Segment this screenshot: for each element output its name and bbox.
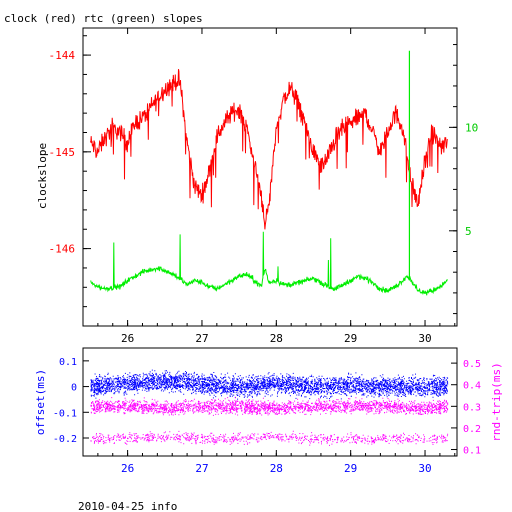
- top-panel: 26 27 28 29 30 -144 -145 -146 5 10 clockslope: [36, 27, 478, 345]
- top-plot-frame: [82, 27, 458, 327]
- bottom-x-tick-label: 28: [270, 462, 283, 475]
- round-trip-scatter-main: [90, 397, 449, 416]
- bottom-plot-frame: [82, 347, 458, 457]
- bot-dots-mag-a-points: [90, 397, 449, 416]
- offset-scatter: [90, 369, 449, 400]
- bottom-left-y-tick-label: 0: [71, 383, 77, 394]
- bottom-left-y-tick-label: 0.1: [59, 357, 77, 368]
- bottom-left-y-axis-label: offset(ms): [34, 369, 47, 435]
- top-left-y-axis-label: clockslope: [36, 143, 49, 209]
- top-x-tick-label: 27: [195, 332, 208, 345]
- top-x-tick-label: 30: [418, 332, 431, 345]
- round-trip-scatter-low: [90, 430, 449, 446]
- top-right-y-tick-label: 10: [465, 121, 478, 134]
- bottom-x-axis: 26 27 28 29 30: [97, 450, 456, 475]
- top-left-y-tick-label: -146: [49, 243, 76, 256]
- bottom-right-y-tick-label: 0.3: [463, 402, 481, 413]
- top-left-y-axis: -144 -145 -146: [49, 35, 91, 327]
- bot-dots-mag-b-points: [90, 430, 449, 446]
- bottom-x-tick-label: 27: [195, 462, 208, 475]
- footer-text: 2010-04-25 info: [78, 500, 177, 512]
- bottom-right-y-axis: 0.5 0.4 0.3 0.2 0.1: [451, 359, 481, 457]
- chart-title: clock (red) rtc (green) slopes: [4, 12, 203, 25]
- top-right-y-axis: 5 10: [449, 44, 478, 315]
- bottom-left-y-tick-label: -0.1: [53, 408, 77, 419]
- bot-dots-blue-points: [90, 369, 449, 400]
- top-x-tick-label: 28: [270, 332, 283, 345]
- bottom-right-y-axis-label: rnd-trip(ms): [490, 362, 503, 441]
- top-left-y-tick-label: -145: [49, 146, 76, 159]
- bottom-left-y-axis: 0.1 0 -0.1 -0.2: [53, 357, 89, 445]
- bottom-right-y-tick-label: 0.1: [463, 446, 481, 457]
- clock-slope-series: [89, 69, 448, 230]
- bottom-right-y-tick-label: 0.2: [463, 424, 481, 435]
- rtc-slope-series: [90, 231, 448, 296]
- top-left-y-tick-label: -144: [49, 49, 76, 62]
- bottom-left-y-tick-label: -0.2: [53, 434, 77, 445]
- bottom-x-tick-label: 26: [121, 462, 134, 475]
- top-right-y-tick-label: 5: [465, 225, 472, 238]
- bottom-right-y-tick-label: 0.5: [463, 359, 481, 370]
- top-x-tick-label: 26: [121, 332, 134, 345]
- bottom-x-tick-label: 29: [344, 462, 357, 475]
- bottom-x-tick-label: 30: [418, 462, 431, 475]
- bottom-panel: 26 27 28 29 30 0.1 0 -0.1 -0.2 0.5 0.4 0.3 0.2 0.1 …: [34, 347, 503, 475]
- top-x-tick-label: 29: [344, 332, 357, 345]
- bottom-right-y-tick-label: 0.4: [463, 381, 481, 392]
- top-x-axis: 26 27 28 29 30: [97, 28, 456, 345]
